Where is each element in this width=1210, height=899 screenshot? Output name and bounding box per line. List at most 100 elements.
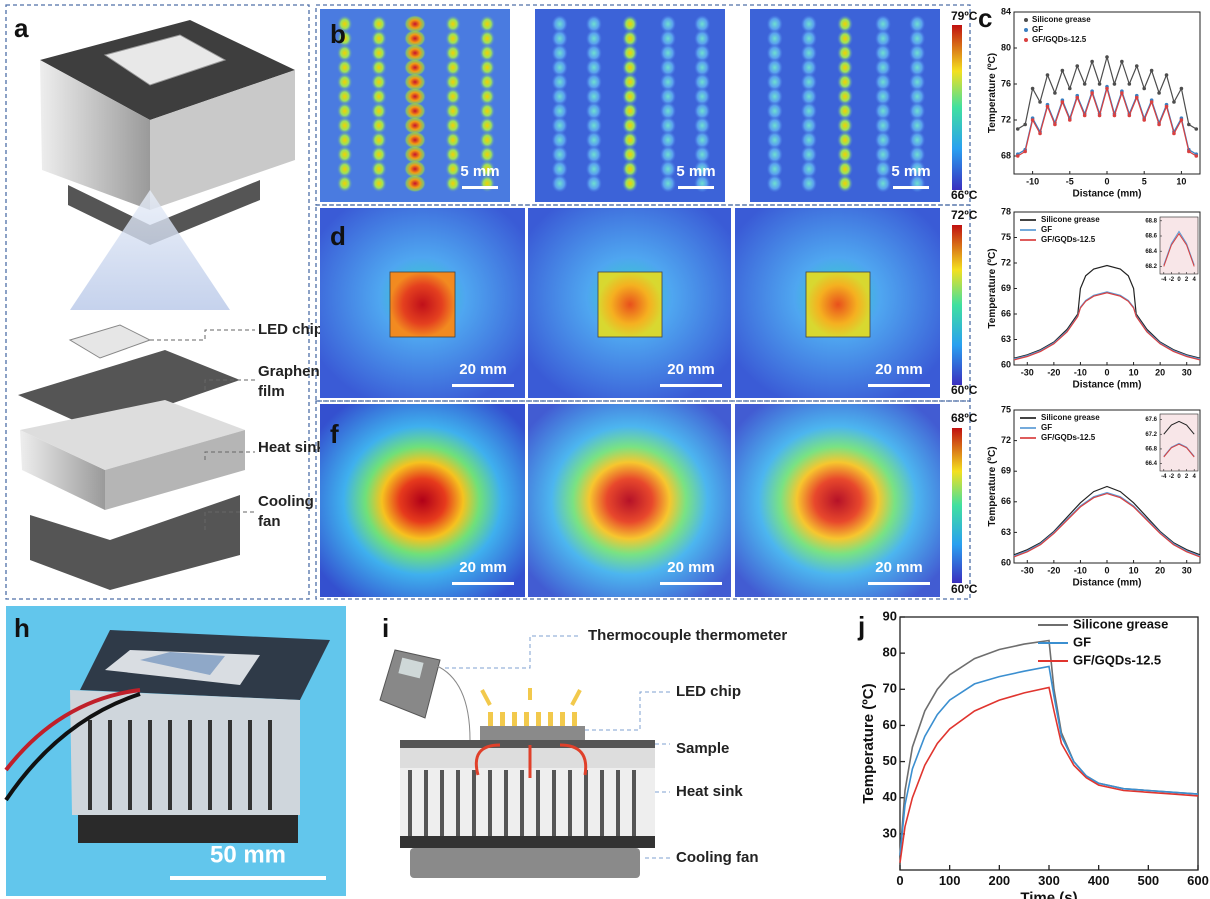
hot-spot [370, 102, 387, 120]
data-point [1164, 104, 1169, 109]
data-point [1045, 73, 1050, 77]
photo [4, 606, 346, 896]
data-point [1053, 91, 1057, 95]
legend-label: GF/GQDs-12.5 [1073, 652, 1161, 667]
colorbar-min: 66ºC [951, 188, 978, 202]
x-tick-label: 4 [1193, 474, 1197, 480]
data-point [1053, 122, 1057, 127]
x-tick-label: 0 [1177, 474, 1181, 480]
hot-spot [336, 44, 353, 62]
y-axis-label: Temperature (ºC) [860, 683, 877, 803]
hot-spot [479, 44, 496, 62]
scale-label: 20 mm [459, 559, 507, 576]
hot-spot [875, 131, 891, 149]
hot-spot [622, 131, 638, 149]
y-tick-label: 63 [1001, 334, 1011, 344]
hot-spot [370, 87, 387, 106]
hot-spot [336, 73, 353, 91]
panel-label: j [857, 611, 865, 641]
hot-spot [551, 58, 568, 77]
hot-spot [370, 29, 387, 48]
data-point [1142, 118, 1146, 122]
thermal-images [320, 9, 962, 597]
hot-spot [336, 15, 353, 33]
hot-spot [694, 160, 711, 178]
data-point [1060, 100, 1065, 104]
hot-spot [585, 145, 602, 164]
data-point [1015, 154, 1020, 158]
data-point [1120, 91, 1124, 95]
hot-spot [837, 102, 853, 120]
y-tick-label: 75 [1001, 404, 1011, 414]
data-point [1127, 82, 1132, 86]
hot-spot [404, 116, 426, 135]
x-tick-label: -30 [1021, 565, 1034, 575]
hot-spot [660, 145, 676, 164]
hot-spot [551, 102, 568, 120]
x-tick-label: 30 [1182, 367, 1192, 377]
hot-spot [370, 73, 387, 91]
hot-spot [694, 116, 711, 135]
hot-spot [660, 131, 676, 149]
data-point [1105, 55, 1109, 59]
x-tick-label: -10 [1074, 367, 1087, 377]
hot-spot [445, 131, 461, 149]
hot-spot [479, 131, 496, 149]
y-tick-label: 67.2 [1145, 432, 1157, 438]
x-tick-label: 30 [1182, 565, 1192, 575]
x-tick-label: 20 [1155, 367, 1165, 377]
y-axis-label: Temperature (ºC) [987, 248, 998, 328]
data-point [1023, 122, 1027, 127]
series-line [1013, 485, 1201, 556]
data-point [1068, 118, 1072, 122]
hot-spot [585, 87, 602, 106]
x-tick-label: 2 [1185, 474, 1189, 480]
hot-spot [445, 15, 461, 33]
hot-spot [800, 29, 817, 48]
hot-spot [479, 87, 496, 106]
hot-spot [445, 87, 461, 106]
y-tick-label: 70 [883, 681, 897, 696]
legend-label: Silicone grease [1073, 616, 1168, 631]
hot-spot [622, 87, 638, 106]
legend-label: GF [1041, 423, 1052, 432]
data-point [1038, 131, 1042, 136]
legend-marker [1024, 38, 1028, 42]
heat-sink-illustration [18, 20, 295, 590]
x-axis-label: Distance (mm) [1073, 379, 1142, 390]
y-tick-label: 40 [883, 789, 897, 804]
x-tick-label: -30 [1021, 367, 1034, 377]
hot-spot [909, 145, 926, 164]
plot-area [899, 616, 1199, 871]
series-line [1013, 264, 1201, 359]
label: Cooling fan [676, 849, 759, 866]
hot-spot [694, 87, 711, 106]
y-tick-label: 63 [1001, 527, 1011, 537]
data-point [1187, 149, 1191, 154]
hot-spot [622, 102, 638, 120]
x-tick-label: -2 [1169, 277, 1175, 283]
x-tick-label: -5 [1066, 176, 1074, 186]
y-tick-label: 66.4 [1145, 461, 1157, 467]
hot-spot [585, 44, 602, 62]
hot-spot [909, 73, 926, 91]
hot-spot [445, 116, 461, 135]
hot-spot [445, 58, 461, 77]
colorbar-max: 72ºC [951, 208, 978, 222]
y-tick-label: 69 [1001, 466, 1011, 476]
label: Thermocouple thermometer [588, 627, 787, 644]
hot-spot [694, 73, 711, 91]
label: LED chip [258, 321, 323, 338]
data-point [1142, 86, 1146, 91]
hot-spot [875, 174, 891, 193]
hot-spot [909, 116, 926, 135]
hot-spot [585, 29, 602, 48]
setup-diagram [379, 635, 670, 878]
hot-spot [660, 160, 676, 178]
hot-spot [909, 87, 926, 106]
hot-spot [909, 160, 926, 178]
scale-label: 20 mm [875, 559, 923, 576]
y-tick-label: 50 [883, 753, 897, 768]
hot-spot [479, 116, 496, 135]
hot-spot [336, 116, 353, 135]
